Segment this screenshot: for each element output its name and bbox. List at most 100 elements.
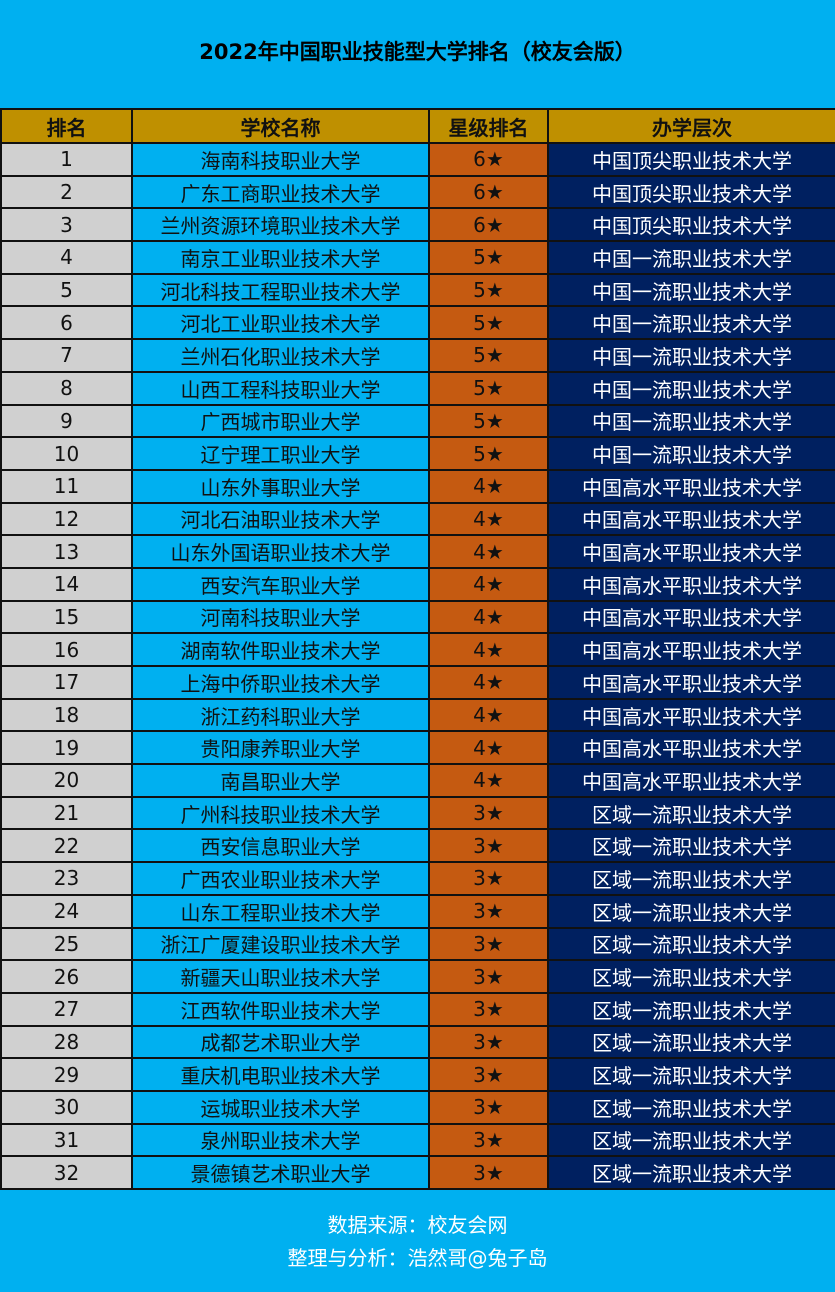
school-name-cell: 山东外事职业大学 <box>131 468 430 504</box>
rank-cell: 25 <box>0 926 133 962</box>
school-name-cell: 西安信息职业大学 <box>131 828 430 864</box>
table-row: 32 景德镇艺术职业大学 3★ 区域一流职业技术大学 <box>0 1155 835 1190</box>
star-rating-cell: 3★ <box>428 991 549 1027</box>
level-cell: 区域一流职业技术大学 <box>547 1089 835 1125</box>
school-name-cell: 浙江广厦建设职业技术大学 <box>131 926 430 962</box>
rank-cell: 19 <box>0 730 133 766</box>
star-rating-cell: 3★ <box>428 861 549 896</box>
table-row: 10 辽宁理工职业大学 5★ 中国一流职业技术大学 <box>0 436 835 471</box>
table-row: 23 广西农业职业技术大学 3★ 区域一流职业技术大学 <box>0 861 835 896</box>
school-name-cell: 山东外国语职业技术大学 <box>131 534 430 569</box>
school-name-cell: 湖南软件职业技术大学 <box>131 632 430 667</box>
table-row: 13 山东外国语职业技术大学 4★ 中国高水平职业技术大学 <box>0 534 835 569</box>
header-school-name: 学校名称 <box>131 108 430 144</box>
star-rating-cell: 5★ <box>428 436 549 471</box>
school-name-cell: 重庆机电职业技术大学 <box>131 1057 430 1092</box>
star-rating-cell: 6★ <box>428 142 549 177</box>
credit: 整理与分析：浩然哥@兔子岛 <box>287 1246 548 1270</box>
rank-cell: 29 <box>0 1057 133 1092</box>
table-header-row: 排名 学校名称 星级排名 办学层次 <box>0 108 835 144</box>
rank-cell: 8 <box>0 370 133 406</box>
school-name-cell: 成都艺术职业大学 <box>131 1024 430 1060</box>
footer: 数据来源：校友会网 整理与分析：浩然哥@兔子岛 <box>0 1192 835 1292</box>
level-cell: 中国顶尖职业技术大学 <box>547 207 835 243</box>
level-cell: 中国高水平职业技术大学 <box>547 468 835 504</box>
star-rating-cell: 5★ <box>428 403 549 439</box>
star-rating-cell: 3★ <box>428 1155 549 1190</box>
table-row: 26 新疆天山职业技术大学 3★ 区域一流职业技术大学 <box>0 959 835 994</box>
level-cell: 中国顶尖职业技术大学 <box>547 142 835 177</box>
school-name-cell: 兰州资源环境职业技术大学 <box>131 207 430 243</box>
star-rating-cell: 4★ <box>428 566 549 602</box>
level-cell: 区域一流职业技术大学 <box>547 991 835 1027</box>
level-cell: 中国一流职业技术大学 <box>547 436 835 471</box>
star-rating-cell: 4★ <box>428 697 549 733</box>
ranking-table: 排名 学校名称 星级排名 办学层次 1 海南科技职业大学 6★ 中国顶尖职业技术大学 2… <box>0 108 835 1190</box>
star-rating-cell: 3★ <box>428 795 549 831</box>
table-row: 2 广东工商职业技术大学 6★ 中国顶尖职业技术大学 <box>0 174 835 210</box>
level-cell: 中国高水平职业技术大学 <box>547 763 835 798</box>
level-cell: 中国一流职业技术大学 <box>547 338 835 373</box>
level-cell: 中国高水平职业技术大学 <box>547 534 835 569</box>
star-rating-cell: 3★ <box>428 1024 549 1060</box>
star-rating-cell: 3★ <box>428 1122 549 1158</box>
school-name-cell: 运城职业技术大学 <box>131 1089 430 1125</box>
star-rating-cell: 3★ <box>428 828 549 864</box>
school-name-cell: 南昌职业大学 <box>131 763 430 798</box>
table-row: 1 海南科技职业大学 6★ 中国顶尖职业技术大学 <box>0 142 835 177</box>
rank-cell: 18 <box>0 697 133 733</box>
table-row: 15 河南科技职业大学 4★ 中国高水平职业技术大学 <box>0 599 835 635</box>
table-row: 30 运城职业技术大学 3★ 区域一流职业技术大学 <box>0 1089 835 1125</box>
level-cell: 中国一流职业技术大学 <box>547 272 835 308</box>
star-rating-cell: 4★ <box>428 468 549 504</box>
table-row: 25 浙江广厦建设职业技术大学 3★ 区域一流职业技术大学 <box>0 926 835 962</box>
level-cell: 区域一流职业技术大学 <box>547 828 835 864</box>
rank-cell: 15 <box>0 599 133 635</box>
level-cell: 区域一流职业技术大学 <box>547 861 835 896</box>
data-source: 数据来源：校友会网 <box>327 1213 508 1237</box>
rank-cell: 14 <box>0 566 133 602</box>
school-name-cell: 广西农业职业技术大学 <box>131 861 430 896</box>
level-cell: 区域一流职业技术大学 <box>547 1024 835 1060</box>
rank-cell: 26 <box>0 959 133 994</box>
star-rating-cell: 4★ <box>428 763 549 798</box>
school-name-cell: 南京工业职业技术大学 <box>131 240 430 275</box>
table-row: 8 山西工程科技职业大学 5★ 中国一流职业技术大学 <box>0 370 835 406</box>
table-body: 1 海南科技职业大学 6★ 中国顶尖职业技术大学 2 广东工商职业技术大学 6★ 中国顶尖职业… <box>0 142 835 1190</box>
star-rating-cell: 4★ <box>428 501 549 537</box>
level-cell: 中国高水平职业技术大学 <box>547 501 835 537</box>
star-rating-cell: 4★ <box>428 599 549 635</box>
table-row: 19 贵阳康养职业大学 4★ 中国高水平职业技术大学 <box>0 730 835 766</box>
rank-cell: 31 <box>0 1122 133 1158</box>
header-level: 办学层次 <box>547 108 835 144</box>
school-name-cell: 景德镇艺术职业大学 <box>131 1155 430 1190</box>
rank-cell: 7 <box>0 338 133 373</box>
star-rating-cell: 5★ <box>428 370 549 406</box>
school-name-cell: 河南科技职业大学 <box>131 599 430 635</box>
rank-cell: 5 <box>0 272 133 308</box>
rank-cell: 23 <box>0 861 133 896</box>
rank-cell: 3 <box>0 207 133 243</box>
star-rating-cell: 5★ <box>428 305 549 341</box>
school-name-cell: 广州科技职业技术大学 <box>131 795 430 831</box>
school-name-cell: 山西工程科技职业大学 <box>131 370 430 406</box>
rank-cell: 4 <box>0 240 133 275</box>
star-rating-cell: 3★ <box>428 893 549 929</box>
star-rating-cell: 4★ <box>428 665 549 700</box>
star-rating-cell: 5★ <box>428 240 549 275</box>
level-cell: 中国高水平职业技术大学 <box>547 697 835 733</box>
level-cell: 中国高水平职业技术大学 <box>547 730 835 766</box>
star-rating-cell: 3★ <box>428 1057 549 1092</box>
rank-cell: 13 <box>0 534 133 569</box>
level-cell: 中国一流职业技术大学 <box>547 370 835 406</box>
level-cell: 中国顶尖职业技术大学 <box>547 174 835 210</box>
table-row: 28 成都艺术职业大学 3★ 区域一流职业技术大学 <box>0 1024 835 1060</box>
star-rating-cell: 3★ <box>428 1089 549 1125</box>
school-name-cell: 新疆天山职业技术大学 <box>131 959 430 994</box>
rank-cell: 17 <box>0 665 133 700</box>
level-cell: 中国高水平职业技术大学 <box>547 665 835 700</box>
header-rank: 排名 <box>0 108 133 144</box>
level-cell: 区域一流职业技术大学 <box>547 959 835 994</box>
school-name-cell: 江西软件职业技术大学 <box>131 991 430 1027</box>
star-rating-cell: 5★ <box>428 338 549 373</box>
